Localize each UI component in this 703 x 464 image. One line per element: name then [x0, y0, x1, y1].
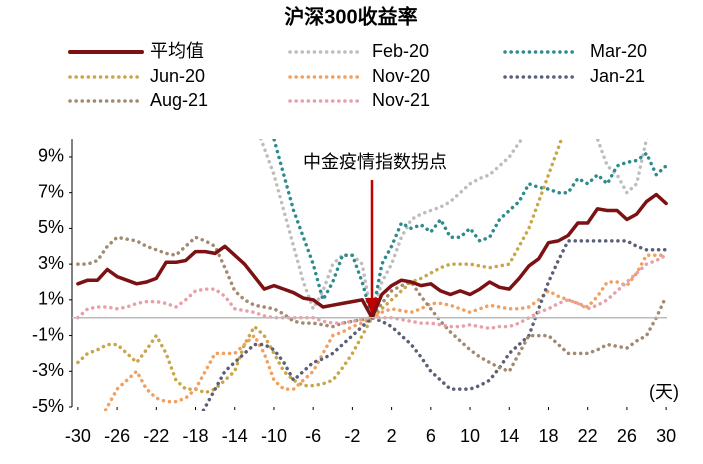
legend-label: 平均值	[150, 41, 204, 61]
x-tick-label: 26	[617, 426, 637, 446]
x-tick-label: -14	[222, 426, 248, 446]
y-tick-label: 1%	[38, 289, 64, 309]
x-tick-label: 30	[656, 426, 676, 446]
legend-label: Mar-20	[590, 41, 647, 61]
x-tick-label: -10	[261, 426, 287, 446]
legend-label: Feb-20	[372, 41, 429, 61]
x-tick-label: -2	[344, 426, 360, 446]
legend-label: Jan-21	[590, 66, 645, 86]
annotation-arrowhead	[365, 298, 379, 314]
y-tick-label: 5%	[38, 217, 64, 237]
y-tick-label: -1%	[32, 324, 64, 344]
annotation: 中金疫情指数拐点	[303, 152, 447, 172]
x-tick-label: -6	[305, 426, 321, 446]
x-tick-label: -22	[143, 426, 169, 446]
x-tick-label: -30	[65, 426, 91, 446]
x-tick-label: 10	[460, 426, 480, 446]
x-tick-label: 22	[578, 426, 598, 446]
x-tick-label: 14	[499, 426, 519, 446]
chart-title: 沪深300收益率	[284, 4, 417, 28]
series-line	[76, 235, 668, 374]
x-tick-label: 2	[387, 426, 397, 446]
y-tick-label: -3%	[32, 360, 64, 380]
legend-label: Nov-20	[372, 66, 430, 86]
x-tick-label: 6	[426, 426, 436, 446]
x-unit-label: (天)	[649, 382, 679, 402]
x-tick-label: -26	[104, 426, 130, 446]
y-tick-label: 9%	[38, 146, 64, 166]
x-tick-label: -18	[183, 426, 209, 446]
y-tick-label: -5%	[32, 396, 64, 416]
legend-label: Aug-21	[150, 90, 208, 110]
x-tick-label: 18	[538, 426, 558, 446]
series-line	[76, 139, 564, 395]
legend-label: Jun-20	[150, 66, 205, 86]
y-tick-label: 3%	[38, 253, 64, 273]
legend-label: Nov-21	[372, 90, 430, 110]
y-tick-label: 7%	[38, 181, 64, 201]
